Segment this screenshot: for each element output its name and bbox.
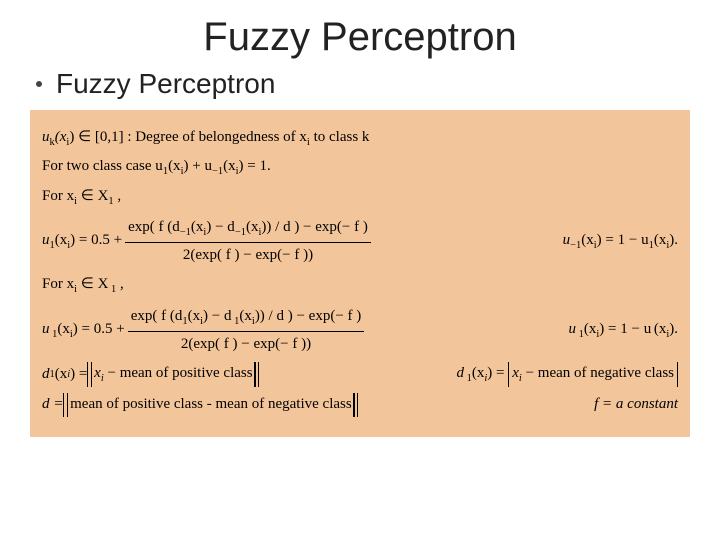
bullet-icon xyxy=(36,81,42,87)
slide: Fuzzy Perceptron Fuzzy Perceptron uk(xi)… xyxy=(0,0,720,540)
line-membership-def: uk(xi) ∈ [0,1] : Degree of belongedness … xyxy=(42,126,678,151)
eq-uneg1: u 1(xi) = 0.5 + exp( f (d1(xi) − d 1(xi)… xyxy=(42,305,678,357)
math-box: uk(xi) ∈ [0,1] : Degree of belongedness … xyxy=(30,110,690,437)
bullet-row: Fuzzy Perceptron xyxy=(36,68,690,100)
line-d1-defs: d1(xi) = xi − mean of positive class d 1… xyxy=(42,362,678,387)
line-for-x1: For xi ∈ X1 , xyxy=(42,185,678,210)
slide-title: Fuzzy Perceptron xyxy=(30,15,690,60)
line-for-xneg1: For xi ∈ X 1 , xyxy=(42,273,678,298)
bullet-text: Fuzzy Perceptron xyxy=(56,68,275,100)
eq-u1: u1(xi) = 0.5 + exp( f (d−1(xi) − d−1(xi)… xyxy=(42,216,678,268)
line-d-def: d = mean of positive class - mean of neg… xyxy=(42,393,678,416)
line-two-class: For two class case u1(xi) + u−1(xi) = 1. xyxy=(42,155,678,180)
